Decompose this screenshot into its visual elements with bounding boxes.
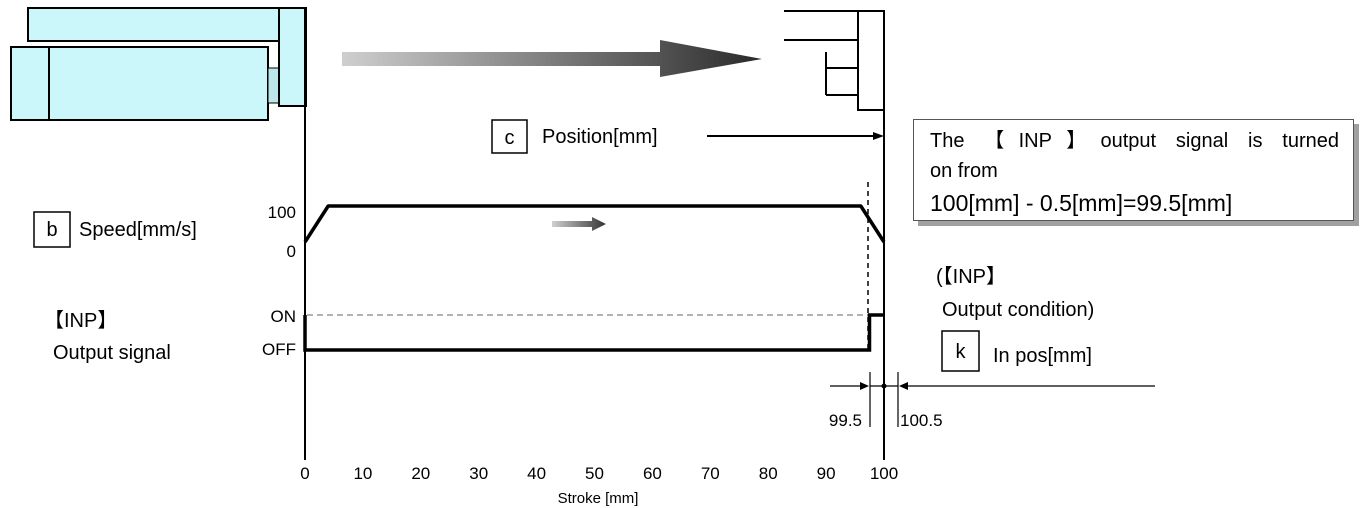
actuator-end-plate xyxy=(278,7,307,107)
inp-title: 【INP】 xyxy=(44,310,117,332)
x-tick-label: 70 xyxy=(701,464,720,483)
inp-note-box: The 【INP】output signal is turned on from… xyxy=(913,119,1354,221)
x-axis-ticks: 0 10 20 30 40 50 60 70 80 90 100 xyxy=(300,464,898,483)
on-label: ON xyxy=(271,307,297,326)
x-axis-title: Stroke [mm] xyxy=(558,490,639,507)
note-line-2: on from xyxy=(930,160,998,182)
lower-bound-label: 99.5 xyxy=(829,411,862,430)
x-tick-label: 20 xyxy=(411,464,430,483)
x-tick-label: 50 xyxy=(585,464,604,483)
actuator-illustration xyxy=(10,7,307,121)
position-label: Position[mm] xyxy=(542,126,658,148)
note-line-3: 100[mm] - 0.5[mm]=99.5[mm] xyxy=(930,190,1233,216)
speed-profile-line xyxy=(303,204,886,243)
x-tick-label: 40 xyxy=(527,464,546,483)
x-tick-label: 0 xyxy=(300,464,309,483)
speed-low-tick: 0 xyxy=(287,242,296,261)
x-tick-label: 90 xyxy=(817,464,836,483)
position-tag: c xyxy=(505,127,515,149)
speed-tag-box xyxy=(33,211,71,248)
x-tick-label: 30 xyxy=(469,464,488,483)
x-tick-label: 80 xyxy=(759,464,778,483)
x-tick-label: 60 xyxy=(643,464,662,483)
speed-high-tick: 100 xyxy=(268,203,296,222)
x-tick-label: 100 xyxy=(870,464,898,483)
actuator-bottom-body xyxy=(10,46,269,121)
position-arrow xyxy=(707,132,884,140)
inpos-tag: k xyxy=(956,341,967,363)
inp-subtitle: Output signal xyxy=(53,342,171,364)
in-position-band xyxy=(830,372,1155,427)
stopper-plate xyxy=(857,10,885,111)
inpos-label: In pos[mm] xyxy=(993,345,1092,367)
movement-direction-arrow xyxy=(342,40,762,77)
condition-line-1: (【INP】 xyxy=(936,266,1006,288)
upper-bound-label: 100.5 xyxy=(900,411,943,430)
inpos-tag-box xyxy=(941,330,980,372)
position-tag-box xyxy=(491,119,528,154)
travel-direction-arrow xyxy=(552,217,606,231)
x-tick-label: 10 xyxy=(353,464,372,483)
condition-line-2: Output condition) xyxy=(942,299,1094,321)
inp-signal-line xyxy=(303,313,884,352)
target-stopper xyxy=(784,10,885,111)
speed-tag: b xyxy=(46,219,57,241)
off-label: OFF xyxy=(262,340,296,359)
note-line-1: The 【INP】output signal is turned xyxy=(930,130,1339,152)
speed-label: Speed[mm/s] xyxy=(79,219,197,241)
actuator-top-body xyxy=(27,7,280,42)
